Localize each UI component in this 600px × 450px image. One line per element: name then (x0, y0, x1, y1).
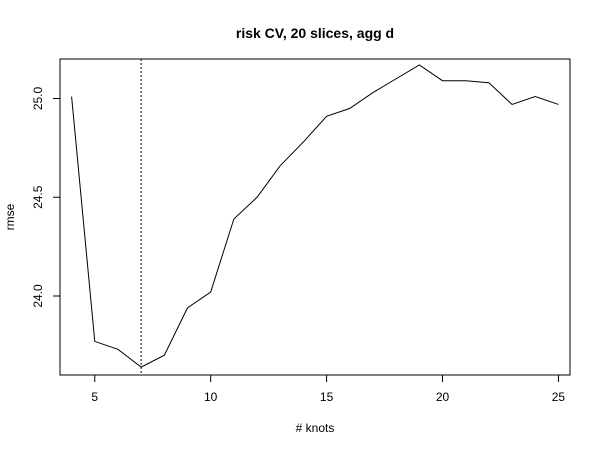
plot-frame (59, 58, 571, 376)
x-tick-label: 5 (91, 390, 98, 404)
x-tick-label: 25 (552, 390, 566, 404)
y-tick-label: 25.0 (31, 86, 45, 110)
x-tick-label: 15 (320, 390, 334, 404)
y-tick-label: 24.5 (31, 185, 45, 209)
y-axis-label: rmse (3, 203, 17, 230)
x-tick-label: 20 (436, 390, 450, 404)
x-axis-label: # knots (296, 421, 335, 435)
y-tick-label: 24.0 (31, 284, 45, 308)
y-axis: 24.0 24.5 25.0 (31, 86, 61, 308)
x-axis: 5 10 15 20 25 (91, 374, 566, 404)
series-line (71, 64, 559, 368)
x-tick-label: 10 (204, 390, 218, 404)
chart-title: risk CV, 20 slices, agg d (236, 25, 394, 41)
